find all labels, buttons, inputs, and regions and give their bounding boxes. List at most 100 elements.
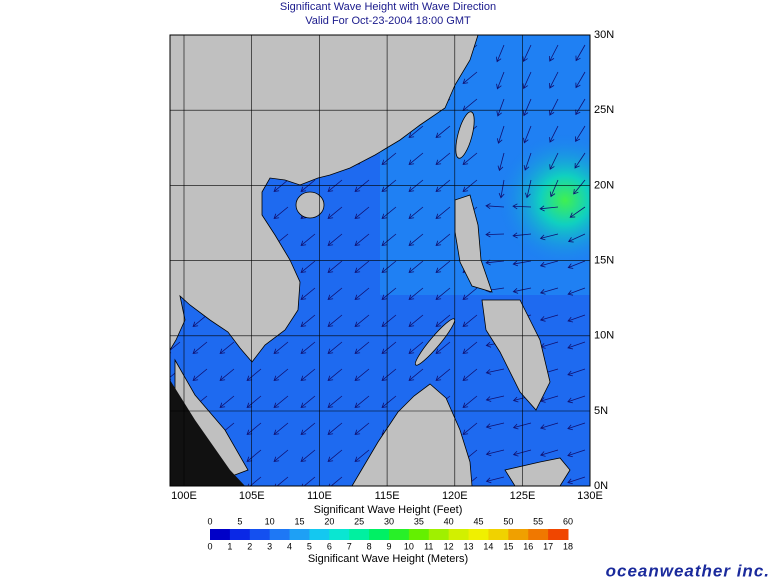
wave-arrow (495, 44, 505, 63)
wave-arrow (327, 260, 343, 273)
wave-arrow (567, 341, 586, 350)
wave-arrow (354, 260, 370, 273)
wave-arrow (327, 314, 343, 327)
wave-arrow (567, 476, 586, 485)
wave-arrow (246, 368, 262, 381)
colorbar-swatch (369, 529, 390, 540)
colorbar-swatch (488, 529, 509, 540)
wave-arrow (219, 341, 235, 354)
meter-label: 15 (503, 541, 513, 551)
feet-label: 45 (473, 516, 483, 526)
wave-arrow (408, 179, 424, 192)
wave-arrow (219, 368, 235, 381)
wave-arrow (462, 368, 478, 381)
feet-label: 60 (563, 516, 573, 526)
wave-arrow (575, 125, 586, 142)
wave-arrow (300, 395, 316, 408)
meter-label: 14 (483, 541, 493, 551)
lon-label: 105E (239, 490, 265, 502)
wave-arrow (549, 152, 559, 170)
wave-arrow (549, 44, 559, 62)
wave-arrow (435, 260, 451, 273)
lat-label: 25N (594, 104, 614, 116)
feet-label: 20 (324, 516, 334, 526)
wave-arrow (354, 422, 370, 435)
wave-arrow (381, 152, 397, 165)
title: Significant Wave Height with Wave Direct… (280, 1, 496, 13)
wave-arrow (525, 179, 532, 199)
wave-arrow (408, 314, 424, 327)
colorbar-swatch (428, 529, 450, 540)
sumatra (170, 380, 245, 486)
wave-arrow (567, 233, 586, 243)
wave-arrow (540, 449, 559, 457)
wave-arrow (435, 206, 451, 219)
mainland-asia (170, 35, 479, 363)
wave-arrow (381, 395, 397, 408)
wave-arrow (522, 44, 532, 63)
wave-arrow (512, 232, 532, 239)
meter-label: 16 (523, 541, 533, 551)
wave-arrow (327, 422, 343, 435)
meter-label: 8 (367, 541, 372, 551)
wave-arrow (327, 395, 343, 408)
wave-arrow (497, 152, 505, 172)
colorbar-swatch (309, 529, 330, 540)
wave-arrow (354, 341, 370, 354)
wave-arrow (273, 206, 289, 219)
meter-label: 3 (267, 541, 272, 551)
feet-label: 50 (503, 516, 513, 526)
feet-label: 10 (265, 516, 275, 526)
wave-arrow (246, 422, 262, 435)
meter-label: 10 (404, 541, 414, 551)
wave-arrow (408, 206, 424, 219)
wave-arrow (523, 152, 532, 171)
wave-arrow (435, 233, 451, 246)
colorbar-swatch (289, 529, 310, 540)
wave-arrow (381, 206, 397, 219)
lat-label: 10N (594, 330, 614, 342)
wave-arrow (435, 179, 451, 192)
wave-arrow (539, 260, 559, 268)
wave-arrow (575, 44, 586, 62)
wave-arrow (408, 287, 424, 300)
lon-label: 130E (577, 490, 603, 502)
wave-arrow (170, 341, 181, 354)
wave-arrow (567, 368, 586, 377)
wave-arrow (381, 341, 397, 354)
wave-arrow (462, 71, 478, 84)
wave-arrow (354, 206, 370, 219)
wave-arrow (512, 203, 532, 210)
wave-arrow (523, 125, 532, 144)
borneo (351, 383, 473, 486)
colorbar-swatch (210, 529, 231, 540)
wave-arrow (273, 179, 289, 192)
wave-arrow (435, 314, 451, 327)
wave-arrow (273, 449, 289, 462)
visayas-mindanao (481, 299, 551, 411)
taiwan (455, 111, 475, 159)
wave-arrow (539, 287, 559, 295)
wave-arrow (274, 476, 289, 486)
wave-arrow (435, 341, 451, 354)
lon-label: 110E (307, 490, 332, 502)
meter-label: 1 (227, 541, 232, 551)
lon-label: 115E (375, 490, 400, 502)
subtitle: Valid For Oct-23-2004 18:00 GMT (305, 15, 471, 27)
lon-label: 125E (510, 490, 536, 502)
wave-arrow (567, 422, 586, 431)
wave-arrow (300, 233, 316, 246)
sulawesi (504, 457, 571, 486)
meter-label: 18 (563, 541, 573, 551)
wave-arrow (485, 203, 505, 210)
meter-label: 13 (464, 541, 474, 551)
wave-arrow (462, 179, 478, 192)
wave-arrow (327, 341, 343, 354)
wave-arrow (327, 206, 343, 219)
wave-arrow (498, 179, 505, 199)
wave-arrow (512, 260, 532, 267)
lat-label: 30N (594, 29, 614, 41)
wave-arrow (485, 476, 505, 484)
feet-label: 40 (444, 516, 454, 526)
wave-arrow (485, 395, 505, 402)
